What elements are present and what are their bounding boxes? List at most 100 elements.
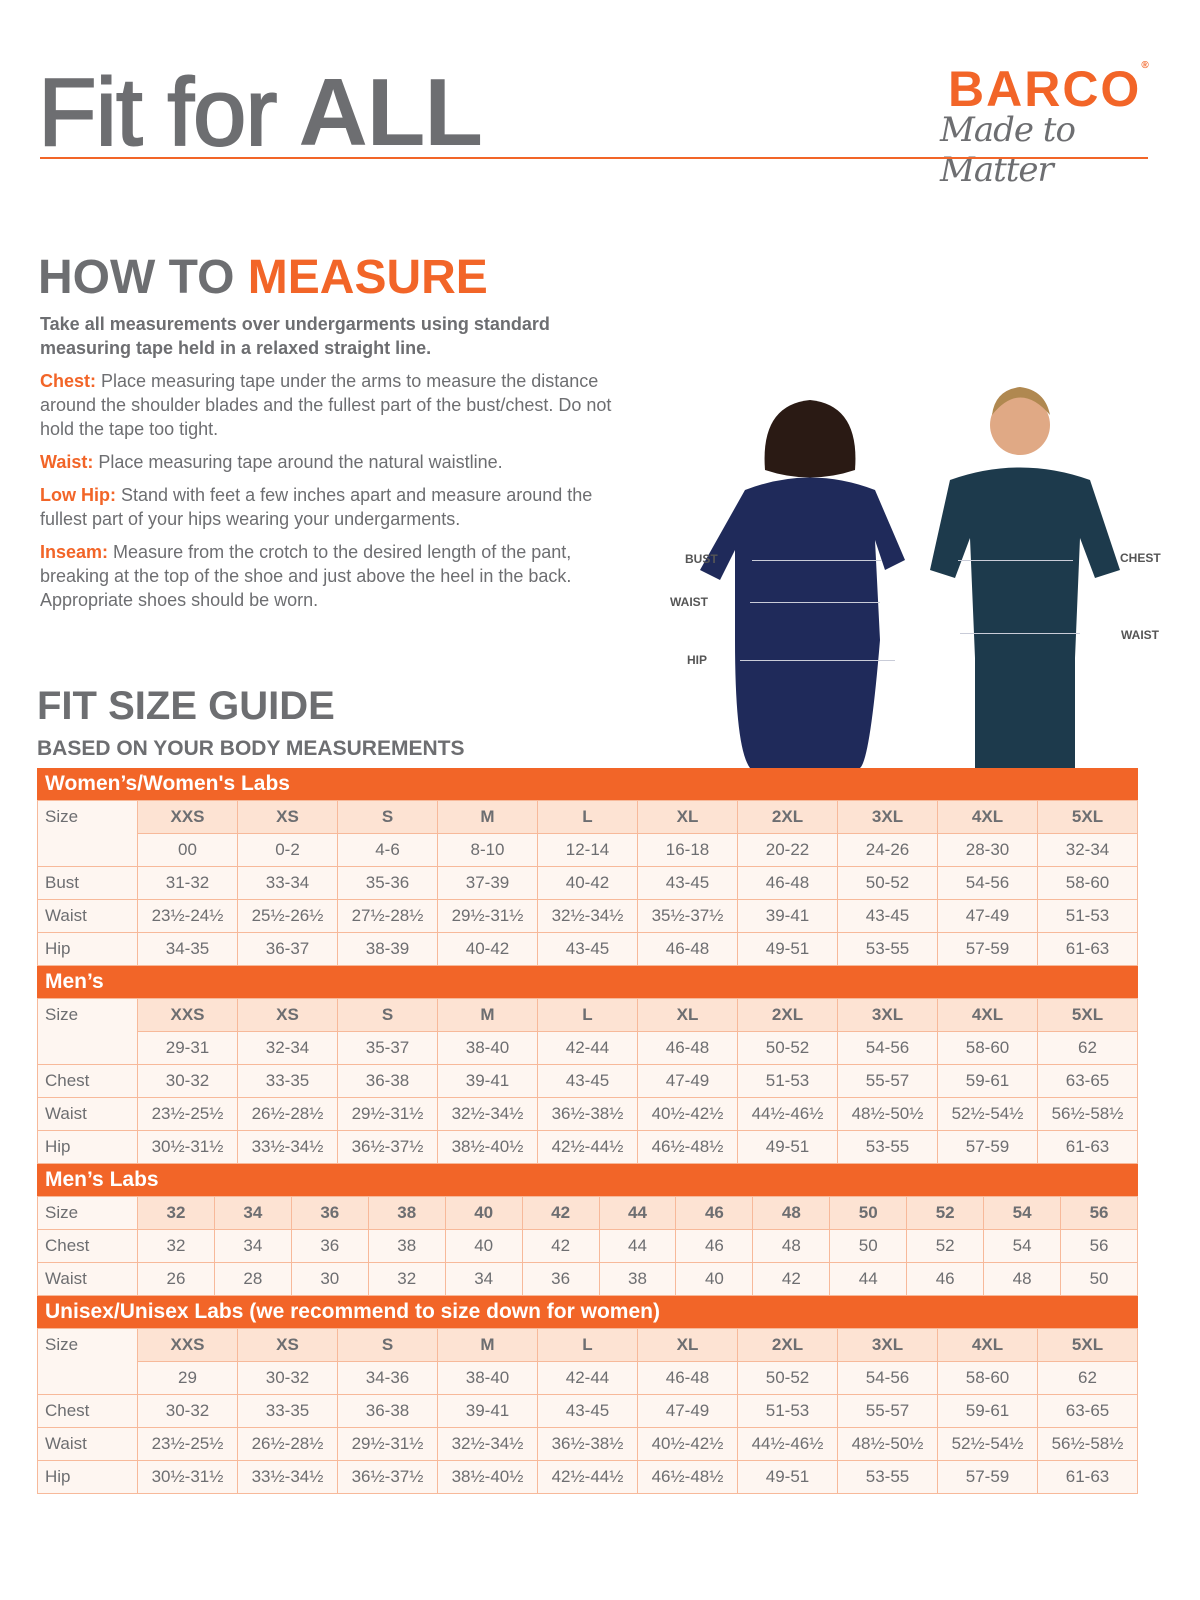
bust-label: BUST — [685, 552, 718, 566]
measurement-cell: 53-55 — [837, 1130, 938, 1164]
measurement-cell: 50 — [1060, 1262, 1138, 1296]
measurement-cell: 48 — [752, 1229, 831, 1263]
size-header-cell: L — [537, 1328, 638, 1362]
measurement-cell: 44½-46½ — [737, 1427, 838, 1461]
measurement-cell: 36½-38½ — [537, 1427, 638, 1461]
row-label: Waist — [37, 1427, 138, 1461]
measurement-cell: 48 — [983, 1262, 1062, 1296]
measurement-cell: 57-59 — [937, 1130, 1038, 1164]
size-header-cell: XL — [637, 1328, 738, 1362]
measurement-cell: 56½-58½ — [1037, 1097, 1138, 1131]
size-header-cell: M — [437, 1328, 538, 1362]
chest-label: CHEST — [1120, 551, 1161, 565]
measurement-cell: 37-39 — [437, 866, 538, 900]
measurement-cell: 55-57 — [837, 1064, 938, 1098]
measurement-cell: 23½-25½ — [137, 1427, 238, 1461]
size-table: Size XXS XS S M L XL 2XL 3XL 4XL 5XL 29 30-32 34-36 38… — [37, 1328, 1138, 1494]
measurement-cell: 55-57 — [837, 1394, 938, 1428]
measurement-cell: 36½-37½ — [337, 1460, 438, 1494]
measurement-cell: 42½-44½ — [537, 1460, 638, 1494]
measurement-cell: 30 — [290, 1262, 369, 1296]
measurement-cell: 32 — [137, 1229, 215, 1263]
numeric-size-cell: 58-60 — [937, 1361, 1038, 1395]
measurement-cell: 61-63 — [1037, 1130, 1138, 1164]
table-row: Chest 30-32 33-35 36-38 39-41 43-45 47-49 51-53… — [37, 1394, 1138, 1428]
size-table-title: Unisex/Unisex Labs (we recommend to size… — [37, 1296, 1138, 1328]
measurement-cell: 33-35 — [237, 1394, 338, 1428]
size-header-cell: 50 — [829, 1196, 908, 1230]
table-row: Waist 26 28 30 32 34 36 38 40 42 44 46 48 50 — [37, 1262, 1138, 1296]
measurement-cell: 35-36 — [337, 866, 438, 900]
numeric-size-row: 29-31 32-34 35-37 38-40 42-44 46-48 50-52 54-56… — [38, 1031, 1138, 1065]
table-row: Waist 23½-24½ 25½-26½ 27½-28½ 29½-31½ 32½-34½… — [37, 899, 1138, 933]
measurement-cell: 32½-34½ — [537, 899, 638, 933]
measurement-cell: 42 — [752, 1262, 831, 1296]
measurement-cell: 39-41 — [737, 899, 838, 933]
measurement-cell: 43-45 — [537, 932, 638, 966]
size-header-cell: 40 — [444, 1196, 523, 1230]
measurement-cell: 31-32 — [137, 866, 238, 900]
numeric-size-cell: 58-60 — [937, 1031, 1038, 1065]
measurement-cell: 34 — [444, 1262, 523, 1296]
size-header-cell: S — [337, 800, 438, 834]
size-header-cell: L — [537, 998, 638, 1032]
measurement-cell: 40-42 — [437, 932, 538, 966]
size-table: Size XXS XS S M L XL 2XL 3XL 4XL 5XL 29-31 32-34 35-3… — [37, 998, 1138, 1164]
row-label: Chest — [37, 1394, 138, 1428]
row-label: Waist — [37, 1097, 138, 1131]
measurement-cell: 43-45 — [537, 1394, 638, 1428]
row-label: Waist — [37, 1262, 138, 1296]
measurement-cell: 40½-42½ — [637, 1427, 738, 1461]
measurement-cell: 38-39 — [337, 932, 438, 966]
measurement-cell: 52 — [906, 1229, 985, 1263]
row-label: Hip — [37, 932, 138, 966]
barco-logo: BARCO® Made to Matter — [940, 60, 1151, 190]
measurement-cell: 40 — [675, 1262, 754, 1296]
measurement-cell: 44 — [598, 1229, 677, 1263]
size-header-cell: 42 — [521, 1196, 600, 1230]
measurement-cell: 36-38 — [337, 1064, 438, 1098]
size-header-cell: 52 — [906, 1196, 985, 1230]
size-table: Size XXS XS S M L XL 2XL 3XL 4XL 5XL 00 0-2 4-6 8-10 12… — [37, 800, 1138, 966]
measurement-cell: 57-59 — [937, 932, 1038, 966]
size-header-cell: 4XL — [937, 1328, 1038, 1362]
measurement-cell: 56 — [1060, 1229, 1138, 1263]
measurement-cell: 39-41 — [437, 1064, 538, 1098]
measurement-cell: 33-35 — [237, 1064, 338, 1098]
size-header-cell: 5XL — [1037, 1328, 1138, 1362]
measurement-cell: 26 — [137, 1262, 215, 1296]
measurement-cell: 63-65 — [1037, 1394, 1138, 1428]
numeric-size-cell: 24-26 — [837, 833, 938, 867]
numeric-size-cell: 32-34 — [1037, 833, 1138, 867]
size-header-cell: 3XL — [837, 800, 938, 834]
size-header-cell: XXS — [137, 800, 238, 834]
size-tables: Women’s/Women's Labs Size XXS XS S M L XL 2XL 3XL… — [37, 768, 1138, 1494]
measurement-cell: 61-63 — [1037, 1460, 1138, 1494]
size-header-cell: 48 — [752, 1196, 831, 1230]
instruction-chest: Chest: Place measuring tape under the ar… — [40, 371, 612, 439]
table-row: Hip 30½-31½ 33½-34½ 36½-37½ 38½-40½ 42½-44½ 46… — [37, 1460, 1138, 1494]
table-row: Chest 30-32 33-35 36-38 39-41 43-45 47-49 51-53… — [37, 1064, 1138, 1098]
measurement-cell: 53-55 — [837, 1460, 938, 1494]
measurement-cell: 53-55 — [837, 932, 938, 966]
measurement-cell: 46-48 — [637, 932, 738, 966]
measurement-cell: 36-37 — [237, 932, 338, 966]
measurement-cell: 28 — [213, 1262, 292, 1296]
measurement-cell: 61-63 — [1037, 932, 1138, 966]
size-row: Size XXS XS S M L XL 2XL 3XL 4XL 5XL — [37, 998, 1138, 1065]
measurement-cell: 29½-31½ — [337, 1097, 438, 1131]
numeric-size-row: 00 0-2 4-6 8-10 12-14 16-18 20-22 24-26 28-30 32-… — [38, 833, 1138, 867]
measurement-cell: 43-45 — [837, 899, 938, 933]
numeric-size-cell: 54-56 — [837, 1031, 938, 1065]
size-header-cell: S — [337, 1328, 438, 1362]
waist-label-women: WAIST — [670, 595, 708, 609]
numeric-size-cell: 38-40 — [437, 1361, 538, 1395]
measurement-cell: 42½-44½ — [537, 1130, 638, 1164]
measurement-cell: 38½-40½ — [437, 1460, 538, 1494]
measurement-cell: 56½-58½ — [1037, 1427, 1138, 1461]
measurement-cell: 44 — [829, 1262, 908, 1296]
instruction-inseam: Inseam: Measure from the crotch to the d… — [40, 542, 572, 610]
measurement-cell: 32 — [367, 1262, 446, 1296]
measurement-cell: 58-60 — [1037, 866, 1138, 900]
measurement-cell: 33½-34½ — [237, 1460, 338, 1494]
